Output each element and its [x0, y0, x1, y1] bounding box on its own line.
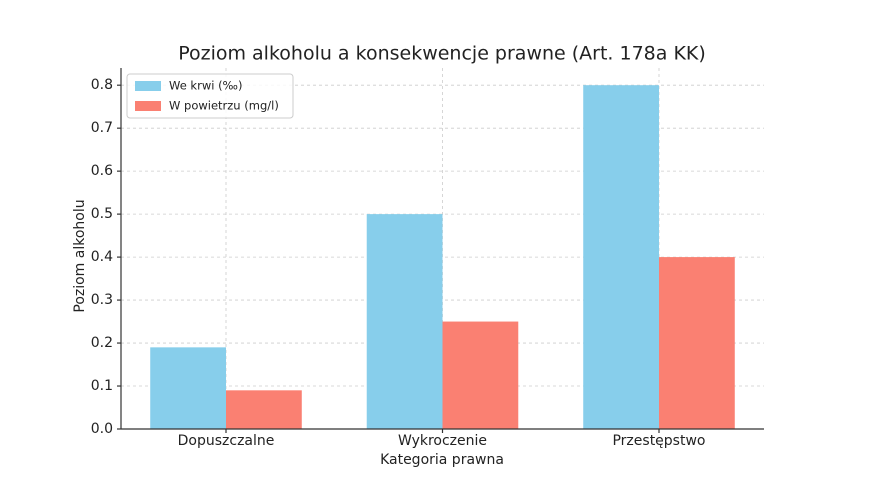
- x-tick-label: Przestępstwo: [612, 433, 705, 449]
- bar: [583, 85, 659, 429]
- bar: [150, 347, 227, 429]
- legend-swatch: [135, 101, 161, 111]
- y-tick-label: 0.3: [91, 292, 113, 308]
- legend-box: [126, 73, 294, 119]
- y-tick-label: 0.4: [91, 249, 113, 265]
- y-tick-label: 0.7: [91, 120, 113, 136]
- x-tick-label: Dopuszczalne: [178, 433, 275, 449]
- x-axis-label: Kategoria prawna: [380, 452, 504, 468]
- bar: [366, 214, 443, 429]
- chart-title: Poziom alkoholu a konsekwencje prawne (A…: [178, 43, 706, 65]
- bar: [442, 321, 519, 429]
- y-tick-label: 0.0: [91, 421, 113, 437]
- x-tick-label: Wykroczenie: [398, 433, 487, 449]
- y-tick-label: 0.2: [91, 335, 113, 351]
- bar: [226, 390, 302, 429]
- y-tick-label: 0.6: [91, 163, 113, 179]
- legend-label: W powietrzu (mg/l): [169, 99, 279, 113]
- legend-swatch: [135, 81, 161, 91]
- legend-label: We krwi (‰): [169, 79, 242, 93]
- y-tick-label: 0.8: [91, 77, 113, 93]
- y-tick-label: 0.5: [91, 206, 113, 222]
- bar: [658, 257, 735, 429]
- y-axis-label: Poziom alkoholu: [72, 199, 88, 312]
- y-tick-label: 0.1: [91, 378, 113, 394]
- legend: We krwi (‰) W powietrzu (mg/l): [126, 73, 294, 119]
